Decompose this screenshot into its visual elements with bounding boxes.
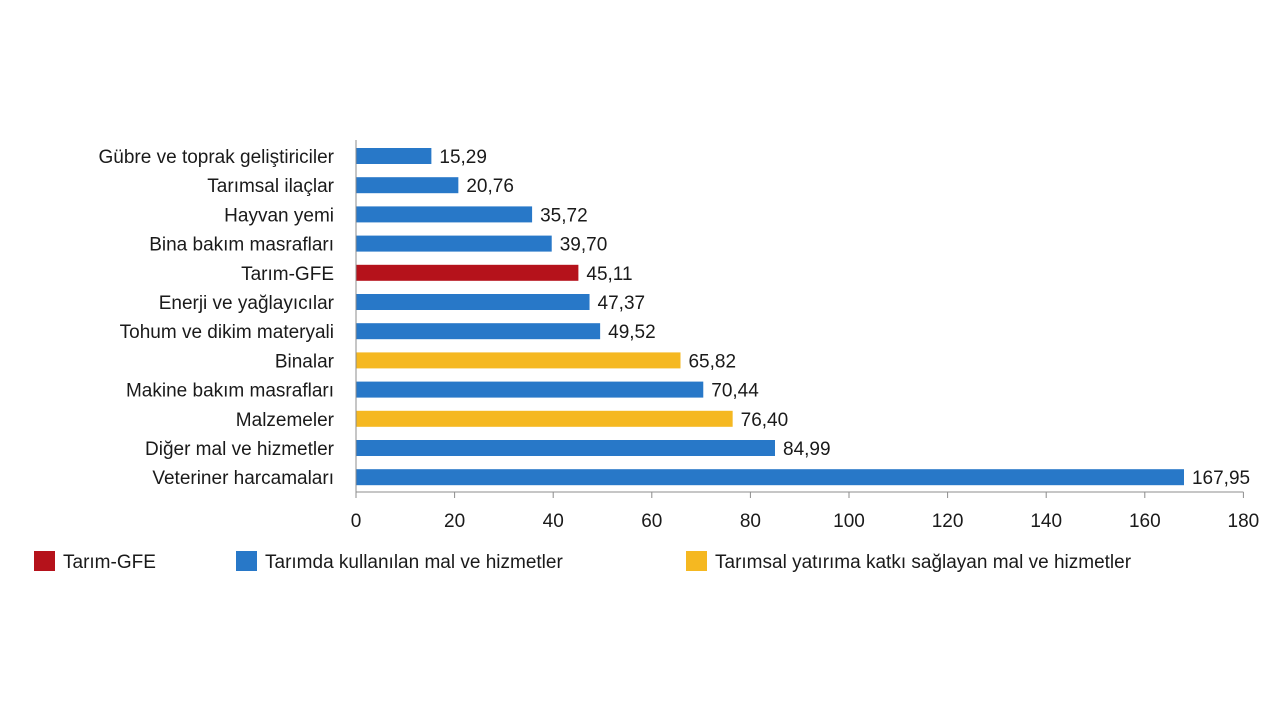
x-tick-label-140: 140 <box>1030 511 1062 532</box>
bar-diger-mal-ve-hizmetler <box>356 440 776 456</box>
value-label-binalar: 65,82 <box>688 351 736 372</box>
bars-layer: Gübre ve toprak geliştiriciler 15,29 Tarım… <box>99 147 1251 489</box>
value-label-enerji-ve-yaglayicilar: 47,37 <box>598 293 646 314</box>
x-tick-label-120: 120 <box>932 511 964 532</box>
value-label-malzemeler: 76,40 <box>741 410 789 431</box>
category-label-hayvan-yemi: Hayvan yemi <box>224 205 334 226</box>
legend-swatch-tarimda-kullanilan-mal-ve-hizmetler <box>236 551 257 571</box>
x-tick-label-0: 0 <box>351 511 362 532</box>
x-tick-label-80: 80 <box>740 511 761 532</box>
value-label-tarimsal-ilaclar: 20,76 <box>466 176 514 197</box>
bar-binalar <box>356 352 681 369</box>
x-tick-label-20: 20 <box>444 511 465 532</box>
value-label-makine-bakim-masraflari: 70,44 <box>711 381 759 402</box>
value-label-diger-mal-ve-hizmetler: 84,99 <box>783 439 831 460</box>
category-label-malzemeler: Malzemeler <box>236 410 335 431</box>
value-label-hayvan-yemi: 35,72 <box>540 205 588 226</box>
legend-label-tarimda-kullanilan-mal-ve-hizmetler: Tarımda kullanılan mal ve hizmetler <box>265 552 563 573</box>
category-label-diger-mal-ve-hizmetler: Diğer mal ve hizmetler <box>145 439 335 460</box>
bar-gubre-ve-toprak-gelistiriciler <box>356 148 432 164</box>
value-label-bina-bakim-masraflari: 39,70 <box>560 235 608 256</box>
bar-veteriner-harcamalari <box>356 469 1184 486</box>
bar-tarimsal-ilaclar <box>356 177 459 194</box>
x-tick-label-180: 180 <box>1228 511 1260 532</box>
value-label-tohum-ve-dikim-materyali: 49,52 <box>608 322 656 343</box>
bar-tohum-ve-dikim-materyali <box>356 323 601 340</box>
x-tick-label-60: 60 <box>641 511 662 532</box>
x-tick-label-160: 160 <box>1129 511 1161 532</box>
value-label-veteriner-harcamalari: 167,95 <box>1192 468 1250 489</box>
legend-label-tarimsal-yatirima-katki-saglayan-mal-ve-hizmetler: Tarımsal yatırıma katkı sağlayan mal ve … <box>715 552 1132 573</box>
category-label-tarimsal-ilaclar: Tarımsal ilaçlar <box>207 176 334 197</box>
category-label-binalar: Binalar <box>275 351 335 372</box>
category-label-gubre-ve-toprak-gelistiriciler: Gübre ve toprak geliştiriciler <box>99 147 335 168</box>
bar-malzemeler <box>356 410 733 427</box>
bar-makine-bakim-masraflari <box>356 381 704 398</box>
value-label-tarim-gfe: 45,11 <box>586 264 632 285</box>
category-label-tarim-gfe: Tarım-GFE <box>241 264 334 285</box>
legend-swatch-tarimsal-yatirima-katki-saglayan-mal-ve-hizmetler <box>686 551 707 571</box>
legend-label-tarim-gfe: Tarım-GFE <box>63 552 156 573</box>
bar-hayvan-yemi <box>356 206 533 223</box>
category-label-veteriner-harcamalari: Veteriner harcamaları <box>152 468 334 489</box>
category-label-tohum-ve-dikim-materyali: Tohum ve dikim materyali <box>120 322 334 343</box>
legend: Tarım-GFE Tarımda kullanılan mal ve hizme… <box>34 551 1132 573</box>
x-tick-label-40: 40 <box>543 511 564 532</box>
x-axis: 0 20 40 60 80 100 120 140 160 180 <box>351 140 1260 532</box>
bar-enerji-ve-yaglayicilar <box>356 294 590 310</box>
bar-bina-bakim-masraflari <box>356 235 552 252</box>
bar-tarim-gfe <box>356 264 579 281</box>
category-label-enerji-ve-yaglayicilar: Enerji ve yağlayıcılar <box>159 293 335 314</box>
legend-swatch-tarim-gfe <box>34 551 55 571</box>
x-tick-label-100: 100 <box>833 511 865 532</box>
value-label-gubre-ve-toprak-gelistiriciler: 15,29 <box>439 147 487 168</box>
category-label-bina-bakim-masraflari: Bina bakım masrafları <box>149 235 334 256</box>
category-label-makine-bakim-masraflari: Makine bakım masrafları <box>126 381 334 402</box>
